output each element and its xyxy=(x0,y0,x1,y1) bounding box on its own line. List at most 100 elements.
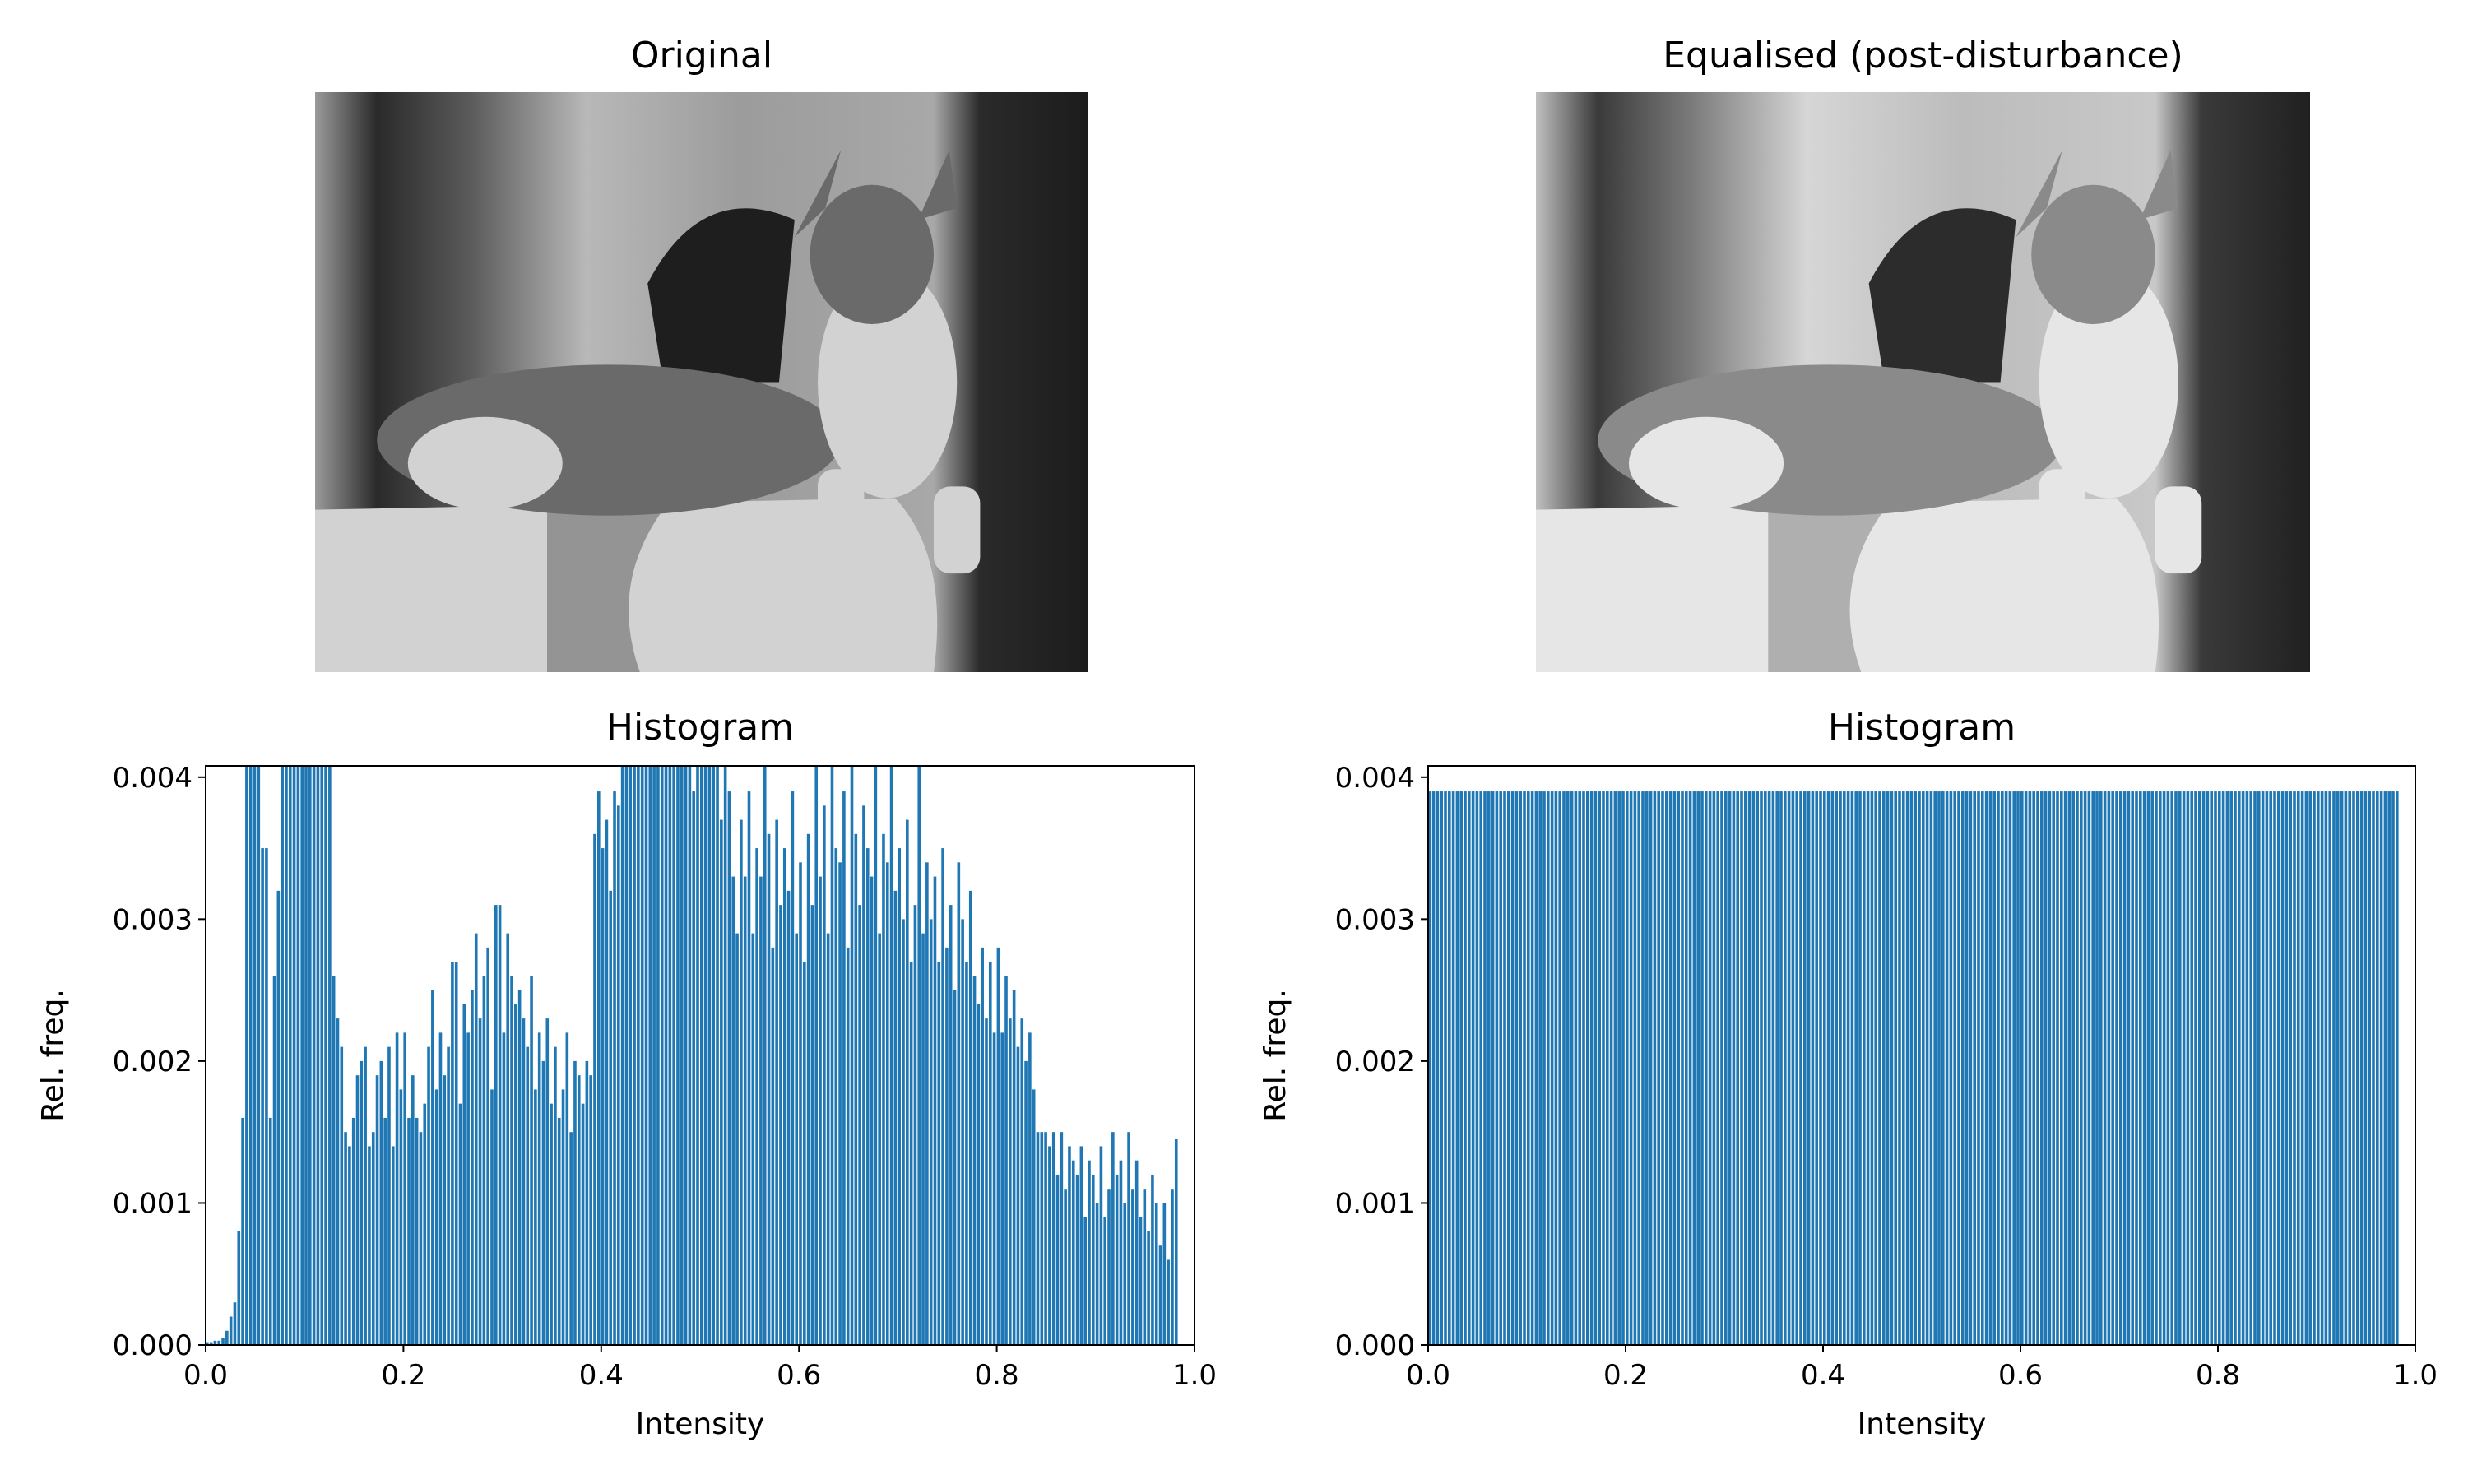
bar xyxy=(727,791,731,1345)
bar xyxy=(2277,791,2280,1345)
bar xyxy=(898,848,902,1345)
bar xyxy=(522,1018,526,1345)
bar xyxy=(2210,791,2213,1345)
bar xyxy=(2087,791,2091,1345)
bar xyxy=(1589,791,1594,1345)
bar xyxy=(2340,791,2344,1345)
bar xyxy=(2178,791,2182,1345)
bar xyxy=(1866,791,1870,1345)
bar xyxy=(2218,791,2221,1345)
bar xyxy=(1009,1018,1012,1345)
bar xyxy=(985,1018,988,1345)
bar xyxy=(2356,791,2359,1345)
bar xyxy=(1724,791,1728,1345)
bar xyxy=(1024,1060,1028,1345)
bar xyxy=(557,1117,561,1345)
bar xyxy=(696,766,699,1345)
bar xyxy=(415,1117,419,1345)
x-tick-label: 0.0 xyxy=(1406,1359,1450,1392)
bar xyxy=(1858,791,1862,1345)
bar xyxy=(782,848,786,1345)
bar xyxy=(458,1103,462,1345)
bar xyxy=(1578,791,1581,1345)
bar xyxy=(1459,791,1463,1345)
bar xyxy=(878,933,881,1345)
bar xyxy=(1843,791,1846,1345)
bar xyxy=(332,976,336,1345)
bar xyxy=(1527,791,1530,1345)
bar xyxy=(937,962,941,1345)
bar xyxy=(257,766,261,1345)
bar xyxy=(2225,791,2229,1345)
bar xyxy=(620,766,624,1345)
bar xyxy=(906,819,909,1345)
bar xyxy=(1174,1139,1178,1345)
y-tick-label: 0.003 xyxy=(113,903,193,936)
bar xyxy=(490,1089,494,1345)
bar xyxy=(1095,1203,1099,1345)
bar xyxy=(1139,1217,1143,1345)
bar xyxy=(854,833,858,1345)
bar xyxy=(434,1089,438,1345)
bar xyxy=(324,766,327,1345)
bar xyxy=(1914,791,1917,1345)
bar xyxy=(988,962,992,1345)
bar xyxy=(288,766,292,1345)
bar xyxy=(613,791,616,1345)
bar xyxy=(2289,791,2292,1345)
bar xyxy=(399,1089,403,1345)
y-tick-label: 0.002 xyxy=(1335,1046,1415,1078)
bar xyxy=(1629,791,1633,1345)
bar xyxy=(2004,791,2008,1345)
bar xyxy=(1677,791,1680,1345)
bar xyxy=(589,1075,592,1345)
bar xyxy=(561,1089,565,1345)
bar xyxy=(1051,1132,1055,1345)
bar xyxy=(411,1075,415,1345)
bar xyxy=(850,766,854,1345)
bar xyxy=(1736,791,1739,1345)
bar xyxy=(1016,1046,1020,1345)
bar xyxy=(609,890,613,1345)
bar xyxy=(1863,791,1866,1345)
bar xyxy=(1071,1160,1075,1345)
x-tick-label: 1.0 xyxy=(1172,1359,1217,1392)
bar xyxy=(534,1089,537,1345)
bar xyxy=(1922,791,1925,1345)
bar xyxy=(961,919,964,1345)
bar xyxy=(2194,791,2197,1345)
bar xyxy=(1918,791,1921,1345)
bar xyxy=(775,819,778,1345)
bar xyxy=(1672,791,1677,1345)
y-tick-label: 0.001 xyxy=(113,1187,193,1220)
bar xyxy=(1688,791,1692,1345)
bar xyxy=(237,1231,241,1345)
bar xyxy=(965,962,968,1345)
bar xyxy=(1044,1132,1047,1345)
bar xyxy=(1621,791,1625,1345)
bar xyxy=(217,1340,221,1345)
bar xyxy=(2012,791,2016,1345)
bar xyxy=(1495,791,1499,1345)
bar xyxy=(902,919,905,1345)
cat-ears xyxy=(2016,150,2179,238)
bar xyxy=(874,766,878,1345)
cat-legs xyxy=(818,469,865,614)
bar xyxy=(909,962,913,1345)
cat-shadow xyxy=(1868,208,2016,383)
bar xyxy=(2308,791,2312,1345)
y-tick-label: 0.002 xyxy=(113,1046,193,1078)
bar xyxy=(2159,791,2162,1345)
y-tick-label: 0.000 xyxy=(1335,1329,1415,1362)
bar xyxy=(2261,791,2265,1345)
bar xyxy=(387,1046,391,1345)
bar xyxy=(617,805,620,1345)
bar xyxy=(1594,791,1598,1345)
bar xyxy=(1799,791,1802,1345)
bar xyxy=(1143,1189,1147,1345)
bar xyxy=(763,766,767,1345)
bar xyxy=(248,766,253,1345)
bar xyxy=(225,1330,229,1345)
bar xyxy=(601,848,605,1345)
